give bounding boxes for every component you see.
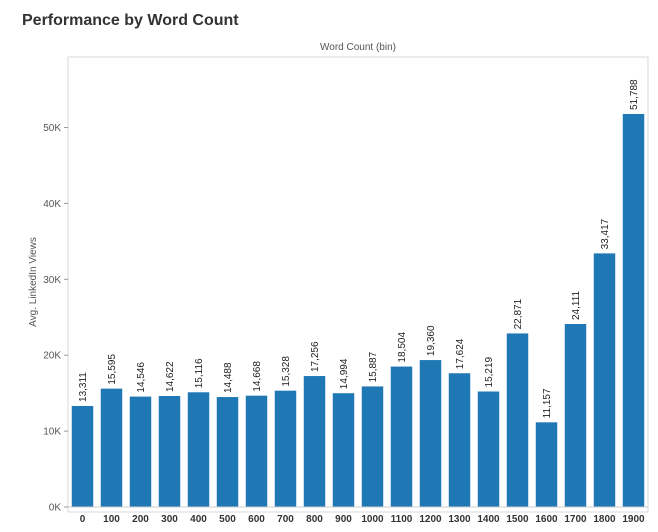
x-tick-label: 0	[80, 514, 86, 525]
data-label: 18,504	[397, 332, 408, 363]
x-tick-label: 900	[335, 514, 352, 525]
data-label: 14,994	[339, 358, 350, 389]
bar-series: 13,311 15,595 14,546 14,622 15,116 14,488 14,6…	[71, 79, 645, 508]
data-label: 24,111	[571, 290, 582, 320]
bar	[216, 397, 239, 507]
y-axis-title: Avg. LinkedIn Views	[28, 237, 39, 327]
plot-area	[67, 56, 649, 513]
data-label: 33,417	[600, 218, 611, 249]
bar	[564, 324, 587, 507]
x-tick-label: 1800	[593, 514, 616, 525]
y-tick-label: 20K	[43, 351, 61, 362]
data-label: 14,668	[252, 361, 263, 392]
chart-title: Performance by Word Count	[22, 12, 239, 29]
x-tick-label: 100	[103, 514, 120, 525]
data-label: 22,871	[513, 298, 524, 329]
x-tick-label: 1300	[448, 514, 471, 525]
x-tick-label: 300	[161, 514, 178, 525]
data-label: 17,624	[455, 338, 466, 369]
x-tick-label: 400	[190, 514, 207, 525]
bar	[303, 376, 326, 507]
data-label: 14,546	[136, 362, 147, 393]
y-tick-label: 50K	[43, 123, 61, 134]
bar	[100, 388, 123, 507]
y-tick-label: 30K	[43, 275, 61, 286]
bar	[448, 373, 471, 507]
bar	[535, 422, 558, 507]
x-tick-label: 1100	[391, 514, 413, 525]
x-tick-label: 1000	[361, 514, 384, 525]
data-label: 19,360	[426, 325, 437, 356]
bar	[622, 113, 645, 508]
data-label: 51,788	[629, 79, 640, 110]
bar	[419, 360, 442, 507]
bar	[245, 395, 268, 507]
bar	[506, 333, 529, 507]
bar	[332, 393, 355, 507]
x-tick-label: 1200	[419, 514, 442, 525]
data-label: 15,595	[107, 354, 118, 385]
x-tick-label: 1700	[564, 514, 587, 525]
bar	[361, 386, 384, 507]
data-label: 15,328	[281, 356, 292, 387]
x-axis: 0 100 200 300 400 500 600 700 800 900 1000 1100 1200…	[68, 506, 648, 525]
bar	[129, 396, 152, 507]
data-label: 15,887	[368, 351, 379, 382]
data-label: 14,488	[223, 362, 234, 393]
y-tick-label: 0K	[49, 503, 62, 514]
data-label: 14,622	[165, 361, 176, 392]
y-tick-label: 40K	[43, 199, 61, 210]
y-axis: 0K 10K 20K 30K 40K 50K	[43, 123, 68, 514]
data-label: 15,116	[194, 358, 205, 388]
bar	[71, 405, 94, 507]
bar	[477, 391, 500, 507]
x-tick-label: 200	[132, 514, 149, 525]
x-tick-label: 1400	[477, 514, 500, 525]
column-header: Word Count (bin)	[320, 42, 396, 53]
bar	[187, 392, 210, 507]
bar	[593, 253, 616, 507]
data-label: 11,157	[542, 388, 553, 418]
data-label: 13,311	[78, 372, 89, 402]
data-label: 17,256	[310, 341, 321, 372]
x-tick-label: 1500	[506, 514, 529, 525]
bar	[158, 396, 181, 507]
bar	[390, 366, 413, 507]
bar	[274, 390, 297, 507]
data-label: 15,219	[484, 356, 495, 387]
x-tick-label: 700	[277, 514, 294, 525]
x-tick-label: 800	[306, 514, 323, 525]
x-tick-label: 1900	[622, 514, 645, 525]
y-tick-label: 10K	[43, 427, 61, 438]
x-tick-label: 1600	[535, 514, 558, 525]
x-tick-label: 500	[219, 514, 236, 525]
x-tick-label: 600	[248, 514, 265, 525]
